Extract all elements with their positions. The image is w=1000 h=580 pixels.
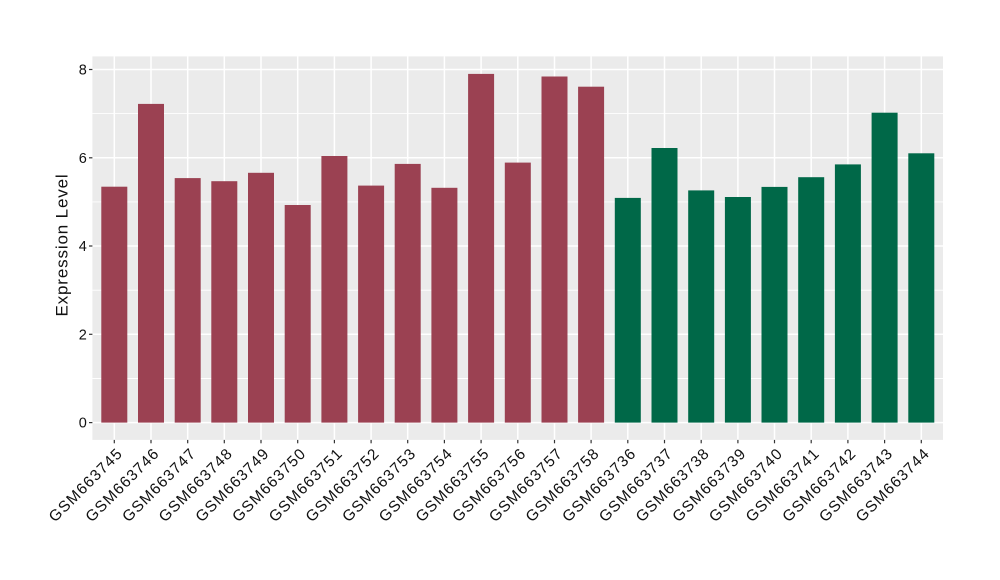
- svg-text:0: 0: [79, 416, 87, 432]
- svg-text:Expression Level: Expression Level: [53, 173, 72, 316]
- svg-text:2: 2: [79, 327, 87, 343]
- svg-text:8: 8: [79, 63, 87, 79]
- svg-text:4: 4: [79, 239, 87, 255]
- svg-text:6: 6: [79, 151, 87, 167]
